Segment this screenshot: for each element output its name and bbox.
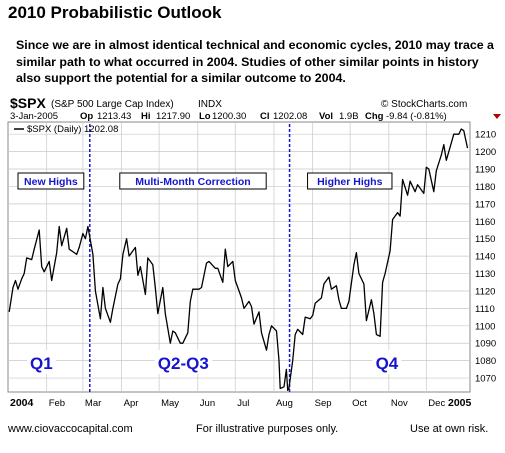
period-label: New Highs: [24, 176, 78, 188]
y-tick-label: 1180: [475, 182, 495, 193]
x-tick-label: May: [161, 398, 179, 409]
footer-note: For illustrative purposes only.: [196, 423, 339, 435]
chart-source: © StockCharts.com: [381, 99, 467, 110]
period-label: Multi-Month Correction: [135, 176, 250, 188]
y-tick-label: 1090: [475, 339, 496, 350]
x-tick-label: Jul: [237, 398, 249, 409]
y-tick-label: 1080: [475, 356, 496, 367]
x-tick-label: Feb: [49, 398, 65, 409]
footer-site: www.ciovaccocapital.com: [8, 423, 133, 435]
chart-symbol-desc: (S&P 500 Large Cap Index): [51, 99, 174, 110]
y-tick-label: 1120: [475, 286, 495, 297]
footer-risk: Use at own risk.: [410, 423, 489, 435]
vol-value: 1.9B: [339, 111, 359, 122]
open-value: 1213.43: [97, 111, 131, 122]
x-tick-label: Aug: [276, 398, 293, 409]
chart-exchange: INDX: [198, 99, 222, 110]
close-value: 1202.08: [273, 111, 307, 122]
y-tick-label: 1130: [475, 269, 495, 280]
quarter-label: Q2-Q3: [158, 354, 209, 373]
y-tick-label: 1210: [475, 130, 496, 141]
x-tick-label: Nov: [391, 398, 408, 409]
y-tick-label: 1070: [475, 374, 496, 385]
y-tick-label: 1140: [475, 252, 495, 263]
chg-value: -9.84 (-0.81%): [386, 111, 447, 122]
open-label: Op: [80, 111, 93, 122]
x-tick-label: Oct: [352, 398, 367, 409]
page-title: 2010 Probabilistic Outlook: [8, 3, 222, 22]
y-tick-label: 1160: [475, 217, 495, 228]
low-label: Lo: [199, 111, 211, 122]
y-tick-label: 1150: [475, 234, 495, 245]
spx-chart: $SPX (S&P 500 Large Cap Index) INDX © St…: [7, 95, 501, 409]
down-arrow-icon: [493, 114, 501, 119]
x-tick-label: Apr: [124, 398, 139, 409]
outlook-description: Since we are in almost identical technic…: [16, 38, 494, 85]
period-label-box: [119, 172, 267, 190]
y-tick-label: 1190: [475, 165, 495, 176]
vol-label: Vol: [319, 111, 333, 122]
y-tick-label: 1200: [475, 147, 496, 158]
x-tick-label: Mar: [85, 398, 101, 409]
period-label-box: [17, 172, 85, 190]
chg-label: Chg: [365, 111, 384, 122]
quarter-label: Q4: [376, 354, 399, 373]
quarter-label: Q1: [30, 354, 53, 373]
x-tick-label: 2004: [10, 397, 34, 409]
x-tick-label: 2005: [448, 397, 472, 409]
quarter-label-bg: [154, 350, 213, 374]
period-label-box: [307, 172, 393, 190]
high-label: Hi: [141, 111, 151, 122]
x-tick-label: Sep: [315, 398, 332, 409]
x-tick-label: Jun: [200, 398, 215, 409]
plot-area: [7, 121, 471, 393]
chart-symbol: $SPX: [10, 95, 46, 111]
y-tick-label: 1170: [475, 199, 495, 210]
low-value: 1200.30: [212, 111, 246, 122]
close-label: Cl: [260, 111, 270, 122]
spx-price-line: [8, 128, 469, 391]
x-tick-label: Dec: [428, 398, 445, 409]
chart-date: 3-Jan-2005: [10, 111, 58, 122]
quarter-label-bg: [372, 350, 402, 374]
high-value: 1217.90: [156, 111, 190, 122]
y-tick-label: 1100: [475, 321, 495, 332]
legend-label: $SPX (Daily) 1202.08: [27, 124, 118, 135]
y-tick-label: 1110: [475, 304, 495, 315]
period-label: Higher Highs: [317, 176, 382, 188]
quarter-label-bg: [27, 350, 56, 374]
